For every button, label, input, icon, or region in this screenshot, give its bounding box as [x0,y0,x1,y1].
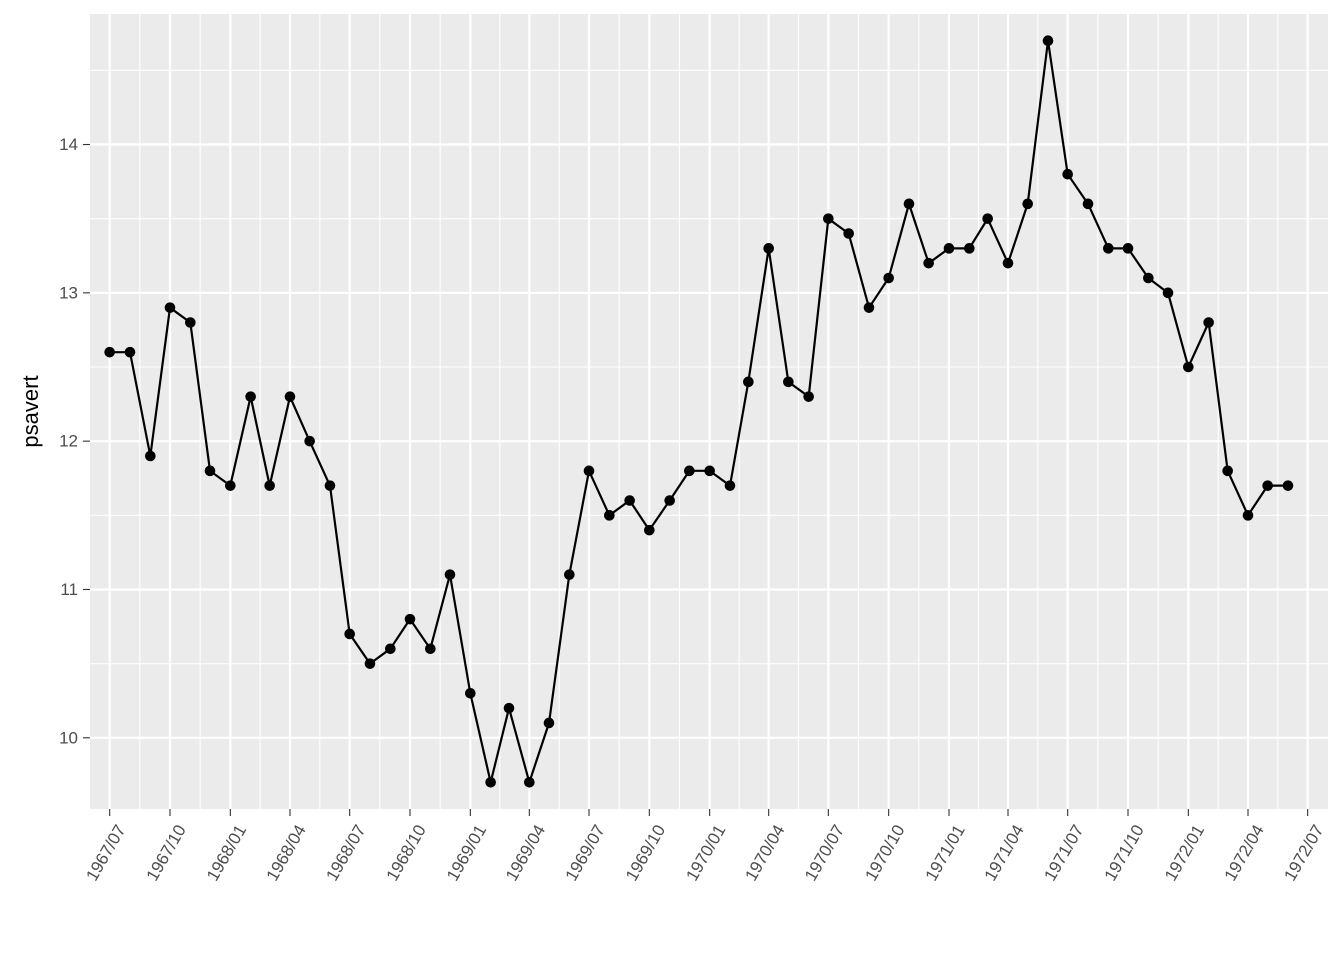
y-axis: 10 11 12 13 14 [59,135,90,747]
x-tick-label: 1967/07 [82,822,129,885]
x-tick-label: 1971/01 [922,822,969,885]
x-tick-label: 1969/01 [443,822,490,885]
series-layer [104,35,1294,788]
data-point [304,435,315,447]
x-tick-label: 1972/01 [1161,822,1208,885]
x-tick-label: 1968/07 [322,822,369,885]
data-point [1203,317,1214,328]
data-point [883,272,894,284]
x-tick-label: 1970/10 [861,822,908,885]
data-point [465,688,476,699]
x-tick-label: 1967/10 [143,822,190,885]
series-line [109,39,1288,784]
data-point [284,391,296,402]
data-point [724,480,736,491]
x-tick-label: 1968/01 [203,822,250,885]
x-tick-label: 1969/04 [502,822,549,885]
data-point [364,658,376,669]
data-point [543,717,555,729]
data-point [1103,243,1114,254]
data-point [803,391,814,402]
data-point [245,391,256,402]
x-tick-label: 1969/10 [622,822,669,885]
data-point [704,465,715,477]
data-point [225,480,236,491]
y-tick-label: 10 [59,728,78,747]
data-point [684,465,695,477]
data-point [185,317,196,328]
data-point [863,302,875,313]
data-point [425,643,436,655]
x-tick-label: 1968/04 [263,822,310,885]
data-point [1042,35,1054,46]
data-point [1282,480,1294,491]
data-point [1183,361,1194,373]
data-point [923,257,934,269]
x-axis: 1967/07 1967/10 1968/01 1968/04 1968/07 1968/… [82,809,1328,885]
x-tick-label: 1968/10 [383,822,430,885]
data-point [264,480,275,491]
y-tick-label: 14 [59,135,78,154]
data-point [1143,272,1154,284]
data-point [823,213,834,224]
data-point [164,302,176,313]
data-point [1242,510,1254,521]
data-point [503,702,515,714]
data-point [104,346,115,358]
data-point [982,213,993,224]
data-point [524,777,535,788]
data-point [783,376,794,388]
data-point [763,243,774,254]
data-point [903,198,915,210]
major-gridlines [90,14,1328,809]
data-point [324,480,336,491]
data-point [1062,168,1073,180]
data-point [385,643,396,655]
data-point [1222,465,1233,477]
x-tick-label: 1971/07 [1040,822,1087,885]
x-tick-label: 1972/07 [1280,822,1327,885]
data-point [485,777,496,788]
y-axis-title: psavert [18,375,43,447]
y-tick-label: 12 [59,432,78,451]
data-point [145,450,156,462]
data-point [664,495,675,506]
data-point [564,569,575,580]
data-point [743,376,754,388]
x-tick-label: 1971/04 [981,822,1028,885]
y-tick-label: 11 [60,580,78,599]
x-tick-label: 1972/04 [1221,822,1268,885]
data-point [124,346,136,358]
data-point [943,243,955,254]
x-tick-label: 1971/10 [1101,822,1148,885]
data-point [624,495,635,506]
data-point [1022,198,1033,210]
data-point [344,628,355,640]
data-point [1262,480,1273,491]
data-point [444,569,456,580]
data-point [1162,287,1174,299]
x-tick-label: 1970/07 [801,822,848,885]
y-tick-label: 13 [59,283,78,302]
data-point [604,510,615,521]
data-point [843,228,854,239]
data-point [1082,198,1094,210]
x-tick-label: 1969/07 [562,822,609,885]
data-point [1002,257,1014,269]
data-point [964,243,975,254]
x-tick-label: 1970/04 [741,822,788,885]
data-point [583,465,595,477]
data-point [204,465,216,477]
data-point [1122,243,1134,254]
x-tick-label: 1970/01 [682,822,729,885]
data-point [404,613,416,625]
data-point [644,524,655,536]
